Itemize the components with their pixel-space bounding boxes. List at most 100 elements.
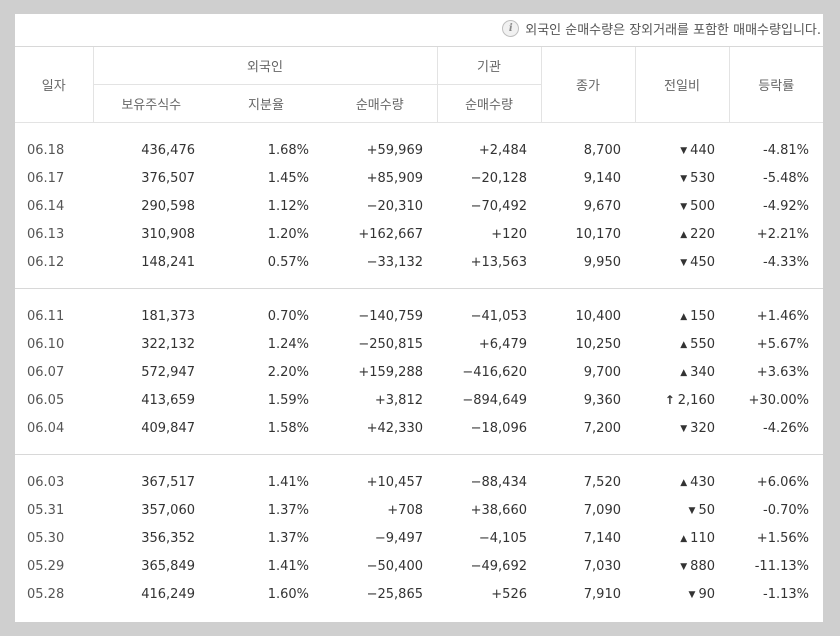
institution-net-buy-cell: +120 — [491, 226, 527, 242]
change-value: 880 — [690, 558, 715, 574]
change-cell: ▲ 550 — [635, 330, 729, 358]
table-row: 06.18 436,476 1.68% +59,969 +2,484 8,700 ▼ 440 -… — [15, 136, 823, 164]
down-triangle-icon: ▼ — [680, 423, 688, 434]
header-date: 일자 — [15, 46, 93, 123]
change-cell: ↑ 2,160 — [635, 386, 729, 414]
rate-cell: -4.26% — [763, 420, 809, 436]
foreign-net-buy-cell: +159,288 — [358, 364, 423, 380]
institution-net-buy-cell: −4,105 — [478, 530, 527, 546]
down-triangle-icon: ▼ — [688, 505, 696, 516]
change-cell: ▼ 90 — [635, 580, 729, 608]
foreign-net-buy-cell: +85,909 — [366, 170, 423, 186]
date-cell: 05.31 — [27, 502, 65, 518]
holdings-cell: 365,849 — [141, 558, 195, 574]
foreign-net-buy-cell: +42,330 — [366, 420, 423, 436]
up-triangle-icon: ▲ — [680, 229, 688, 240]
foreign-net-buy-cell: +3,812 — [374, 392, 423, 408]
down-triangle-icon: ▼ — [688, 589, 696, 600]
down-triangle-icon: ▼ — [680, 173, 688, 184]
foreign-net-buy-cell: +10,457 — [366, 474, 423, 490]
rate-cell: +3.63% — [756, 364, 809, 380]
foreign-net-buy-cell: −33,132 — [366, 254, 423, 270]
holdings-cell: 409,847 — [141, 420, 195, 436]
ratio-cell: 2.20% — [267, 364, 309, 380]
institution-net-buy-cell: +2,484 — [478, 142, 527, 158]
ratio-cell: 1.41% — [267, 558, 309, 574]
holdings-cell: 322,132 — [141, 336, 195, 352]
holdings-cell: 357,060 — [141, 502, 195, 518]
close-price-cell: 7,200 — [583, 420, 621, 436]
rate-cell: -4.81% — [763, 142, 809, 158]
rate-cell: +1.46% — [756, 308, 809, 324]
ratio-cell: 1.68% — [267, 142, 309, 158]
institution-net-buy-cell: −41,053 — [470, 308, 527, 324]
header-foreign-net-buy: 순매수량 — [323, 84, 437, 123]
ratio-cell: 1.41% — [267, 474, 309, 490]
institution-net-buy-cell: +38,660 — [470, 502, 527, 518]
table-row: 06.17 376,507 1.45% +85,909 −20,128 9,140 ▼ 530… — [15, 164, 823, 192]
change-cell: ▼ 880 — [635, 552, 729, 580]
info-icon[interactable]: i — [502, 19, 520, 37]
rate-cell: +6.06% — [756, 474, 809, 490]
table-body: 06.18 436,476 1.68% +59,969 +2,484 8,700 ▼ 440-… — [15, 123, 823, 609]
header-rate: 등락률 — [728, 46, 823, 123]
header-institution-net-buy: 순매수량 — [436, 84, 541, 123]
institution-net-buy-cell: +526 — [491, 586, 527, 602]
institution-net-buy-cell: −18,096 — [470, 420, 527, 436]
close-price-cell: 9,950 — [583, 254, 621, 270]
change-cell: ▲ 220 — [635, 220, 729, 248]
foreign-net-buy-cell: −250,815 — [358, 336, 423, 352]
close-price-cell: 10,250 — [575, 336, 622, 352]
change-cell: ▼ 530 — [635, 164, 729, 192]
change-value: 2,160 — [677, 392, 715, 408]
change-value: 340 — [690, 364, 715, 380]
table-row: 06.04 409,847 1.58% +42,330 −18,096 7,200 ▼ 320… — [15, 414, 823, 442]
holdings-cell: 290,598 — [141, 198, 195, 214]
change-value: 550 — [690, 336, 715, 352]
close-price-cell: 7,910 — [583, 586, 621, 602]
down-triangle-icon: ▼ — [680, 257, 688, 268]
rate-cell: -5.48% — [763, 170, 809, 186]
date-cell: 06.18 — [27, 142, 65, 158]
change-value: 150 — [690, 308, 715, 324]
foreign-net-buy-cell: +59,969 — [366, 142, 423, 158]
group-divider — [15, 454, 823, 455]
foreign-net-buy-cell: −25,865 — [366, 586, 423, 602]
ratio-cell: 1.60% — [267, 586, 309, 602]
change-value: 320 — [690, 420, 715, 436]
rate-cell: +2.21% — [756, 226, 809, 242]
foreign-net-buy-cell: −20,310 — [366, 198, 423, 214]
close-price-cell: 7,140 — [583, 530, 621, 546]
holdings-cell: 356,352 — [141, 530, 195, 546]
change-value: 430 — [690, 474, 715, 490]
notice-text: 외국인 순매수량은 장외거래를 포함한 매매수량입니다. — [525, 22, 821, 38]
header-holdings: 보유주식수 — [92, 84, 209, 123]
rate-cell: +30.00% — [748, 392, 809, 408]
institution-net-buy-cell: −20,128 — [470, 170, 527, 186]
holdings-cell: 181,373 — [141, 308, 195, 324]
table-row: 05.30 356,352 1.37% −9,497 −4,105 7,140 ▲ 110 +1… — [15, 524, 823, 552]
header-close: 종가 — [540, 46, 635, 123]
foreign-net-buy-cell: −9,497 — [374, 530, 423, 546]
close-price-cell: 9,360 — [583, 392, 621, 408]
date-cell: 05.30 — [27, 530, 65, 546]
change-value: 530 — [690, 170, 715, 186]
rate-cell: -11.13% — [754, 558, 809, 574]
table-row: 05.31 357,060 1.37% +708 +38,660 7,090 ▼ 50 -0.7… — [15, 496, 823, 524]
close-price-cell: 7,030 — [583, 558, 621, 574]
table-row: 06.07 572,947 2.20% +159,288 −416,620 9,700 ▲ 3… — [15, 358, 823, 386]
change-value: 50 — [698, 502, 715, 518]
table-row: 06.13 310,908 1.20% +162,667 +120 10,170 ▲ 220 +… — [15, 220, 823, 248]
change-cell: ▼ 500 — [635, 192, 729, 220]
foreign-net-buy-cell: −140,759 — [358, 308, 423, 324]
date-cell: 06.14 — [27, 198, 65, 214]
institution-net-buy-cell: +6,479 — [478, 336, 527, 352]
date-cell: 06.05 — [27, 392, 65, 408]
date-cell: 06.17 — [27, 170, 65, 186]
ratio-cell: 1.59% — [267, 392, 309, 408]
institution-net-buy-cell: −49,692 — [470, 558, 527, 574]
institution-net-buy-cell: +13,563 — [470, 254, 527, 270]
trading-table: 일자 외국인 기관 종가 전일비 등락률 보유주식수 지분율 순매수량 순매수량… — [15, 46, 823, 608]
group-divider — [15, 288, 823, 289]
change-cell: ▲ 110 — [635, 524, 729, 552]
